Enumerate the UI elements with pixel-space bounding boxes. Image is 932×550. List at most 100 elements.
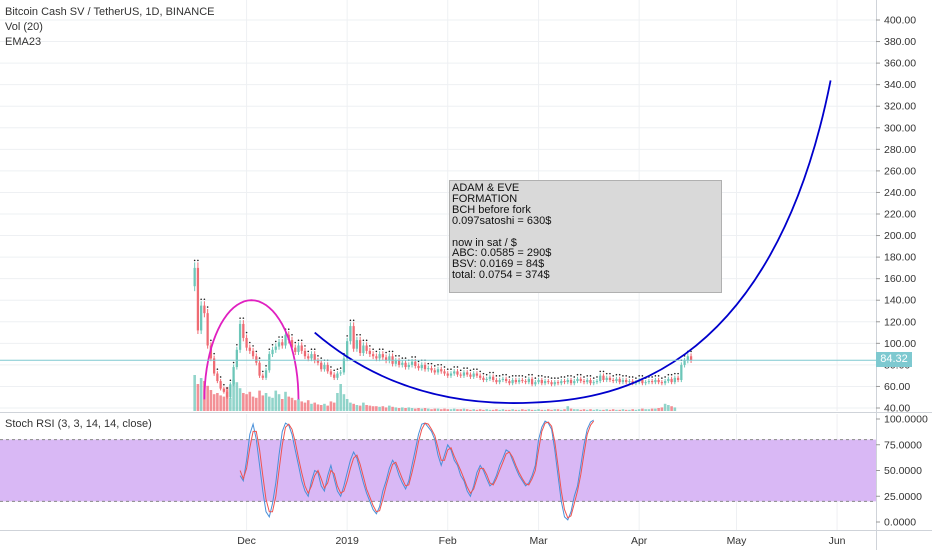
ema-dot bbox=[479, 370, 481, 373]
candle bbox=[329, 371, 333, 375]
price-tick-label: 200.00 bbox=[884, 230, 916, 242]
candle bbox=[203, 305, 206, 314]
candle bbox=[569, 379, 573, 384]
ema-dot bbox=[573, 376, 576, 378]
volume-bar bbox=[595, 409, 599, 411]
candle bbox=[248, 347, 251, 351]
volume-bar bbox=[618, 409, 621, 411]
candle bbox=[440, 369, 443, 372]
volume-bar bbox=[469, 409, 472, 411]
candle bbox=[586, 379, 589, 383]
time-tick-label: May bbox=[727, 535, 748, 547]
volume-bar bbox=[404, 408, 407, 411]
candle bbox=[394, 360, 397, 364]
ema-dot bbox=[197, 259, 199, 262]
price-tick-label: 320.00 bbox=[884, 101, 916, 113]
stoch-rsi-band bbox=[0, 439, 876, 502]
time-tick-label: 2019 bbox=[335, 535, 359, 547]
candle bbox=[582, 381, 586, 383]
volume-bar bbox=[394, 407, 398, 411]
volume-bar bbox=[378, 406, 381, 411]
ema-dot bbox=[291, 333, 293, 336]
ema-dot bbox=[274, 340, 277, 343]
ema-dot bbox=[200, 298, 202, 301]
volume-bar bbox=[280, 399, 284, 411]
symbol-title[interactable]: Bitcoin Cash SV / TetherUS, 1D, BINANCE bbox=[5, 6, 215, 18]
volume-bar bbox=[397, 408, 401, 411]
volume-bar bbox=[566, 406, 570, 411]
ema-dot bbox=[628, 376, 631, 378]
volume-bar bbox=[459, 409, 463, 411]
annotation-note[interactable]: ADAM & EVE FORMATION BCH before fork 0.097s… bbox=[449, 180, 722, 293]
volume-bar bbox=[608, 409, 612, 411]
candle bbox=[420, 364, 423, 369]
ema-dot bbox=[281, 336, 284, 338]
volume-bar bbox=[238, 388, 242, 411]
volume-bar bbox=[413, 408, 417, 411]
ema-dot bbox=[404, 357, 407, 359]
volume-bar bbox=[472, 409, 475, 411]
ema-dot bbox=[365, 339, 368, 342]
volume-bar bbox=[193, 375, 196, 411]
stoch-rsi-k-line bbox=[239, 419, 594, 521]
stoch-rsi-title[interactable]: Stoch RSI (3, 3, 14, 14, close) bbox=[5, 418, 152, 430]
ema-dot bbox=[382, 348, 384, 351]
ema-dot bbox=[352, 319, 355, 322]
volume-bar bbox=[196, 384, 200, 411]
candle bbox=[456, 371, 459, 375]
ema-dot bbox=[255, 350, 258, 353]
price-tick-label: 240.00 bbox=[884, 187, 916, 199]
candle bbox=[602, 375, 605, 380]
volume-bar bbox=[287, 396, 291, 411]
volume-bar bbox=[449, 409, 453, 411]
candle bbox=[501, 378, 505, 380]
candle bbox=[414, 361, 417, 366]
volume-bar bbox=[592, 409, 596, 411]
ema-dot bbox=[596, 376, 598, 378]
candle bbox=[242, 323, 245, 338]
ema-dot bbox=[469, 369, 472, 372]
candle bbox=[556, 382, 560, 384]
candle bbox=[264, 370, 268, 378]
volume-bar bbox=[491, 409, 495, 411]
ema-dot bbox=[417, 360, 420, 363]
candle bbox=[430, 368, 433, 371]
stoch-rsi-tick-label: 75.0000 bbox=[884, 439, 922, 451]
volume-bar bbox=[284, 391, 287, 411]
candle bbox=[375, 356, 378, 359]
price-tick-label: 400.00 bbox=[884, 15, 916, 27]
volume-bar bbox=[615, 409, 618, 411]
volume-bar bbox=[605, 409, 609, 411]
volume-bar bbox=[277, 394, 281, 411]
candle bbox=[339, 372, 342, 374]
ema-dot bbox=[557, 377, 559, 379]
ema-indicator-label[interactable]: EMA23 bbox=[5, 36, 42, 48]
candle bbox=[641, 379, 644, 384]
candle bbox=[605, 377, 608, 380]
volume-bar bbox=[589, 409, 592, 411]
candle bbox=[404, 362, 407, 368]
ema-dot bbox=[307, 350, 310, 353]
candle bbox=[680, 364, 683, 380]
volume-bars bbox=[193, 375, 677, 411]
candle bbox=[446, 373, 449, 376]
ema-dot bbox=[638, 375, 640, 377]
candle bbox=[352, 326, 355, 349]
candle bbox=[307, 356, 310, 359]
volume-indicator-label[interactable]: Vol (20) bbox=[5, 21, 43, 33]
ema-dot bbox=[239, 317, 241, 319]
volume-bar bbox=[563, 409, 566, 411]
candle bbox=[492, 376, 495, 380]
volume-bar bbox=[576, 409, 579, 411]
volume-bar bbox=[524, 409, 527, 411]
candle bbox=[511, 379, 514, 384]
volume-bar bbox=[624, 409, 628, 411]
candle bbox=[628, 381, 631, 383]
candle bbox=[232, 367, 235, 385]
volume-bar bbox=[465, 409, 469, 411]
candle bbox=[443, 371, 446, 374]
ema-dot bbox=[232, 361, 235, 364]
ema-dot bbox=[271, 343, 274, 346]
volume-bar bbox=[206, 385, 209, 411]
